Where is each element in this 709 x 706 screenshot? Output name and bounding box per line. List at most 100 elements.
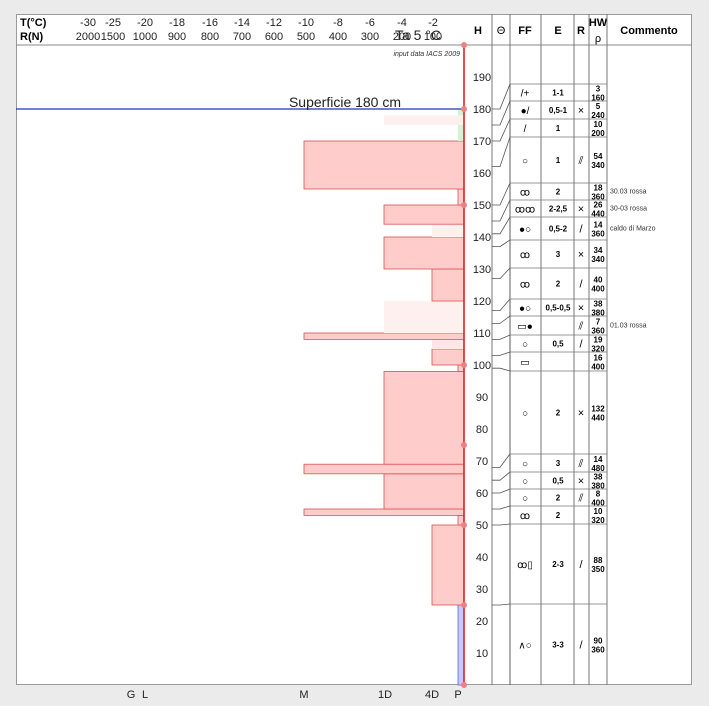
row-connector xyxy=(492,523,511,526)
hardness-bar xyxy=(431,348,465,366)
e-value: 2 xyxy=(556,494,561,503)
hw-value: 34 xyxy=(594,246,603,255)
col-r-header: R xyxy=(577,25,585,37)
row-connector xyxy=(492,603,511,606)
hw-value: 18 xyxy=(594,184,603,193)
row-connector xyxy=(492,453,511,468)
rho-value: 350 xyxy=(591,565,605,574)
row-connector xyxy=(492,298,511,312)
ff-symbol: ▭ xyxy=(520,358,529,369)
hardness-bar xyxy=(432,224,464,237)
row-connector xyxy=(492,182,511,206)
t-tick-label: -10 xyxy=(298,17,314,29)
ff-symbol: ○ xyxy=(522,494,528,505)
hw-value: 5 xyxy=(596,102,601,111)
t-tick-label: -8 xyxy=(333,17,343,29)
ff-symbol: ▭● xyxy=(517,322,533,333)
e-value: 2-3 xyxy=(552,560,564,569)
hardness-bar xyxy=(303,332,465,340)
row-connector xyxy=(492,100,511,126)
rho-value: 400 xyxy=(591,363,605,372)
temperature-point xyxy=(461,106,467,112)
temperature-point xyxy=(461,522,467,528)
hardness-bar xyxy=(383,370,465,465)
r-symbol: / xyxy=(579,640,583,652)
t-tick-label: -12 xyxy=(266,17,282,29)
r-tick-label: 300 xyxy=(361,31,379,43)
e-value: 2-2,5 xyxy=(549,205,568,214)
ff-symbol: ∧○ xyxy=(518,641,531,652)
height-tick-label: 190 xyxy=(473,72,491,84)
hardness-bar xyxy=(383,236,465,270)
r-symbol: × xyxy=(578,105,584,117)
height-tick-label: 80 xyxy=(476,424,488,436)
ff-symbol: ○ xyxy=(522,156,528,167)
hw-value: 3 xyxy=(596,85,601,94)
ff-symbol: ꝏ xyxy=(520,280,530,291)
e-value: 0,5 xyxy=(552,477,564,486)
hw-value: 38 xyxy=(594,300,603,309)
rho-value: 360 xyxy=(591,646,605,655)
temperature-profile xyxy=(461,42,467,688)
temperature-point xyxy=(461,362,467,368)
hardness-label: M xyxy=(299,689,308,701)
hardness-bar xyxy=(431,268,465,302)
ff-symbol: ꝏ xyxy=(520,188,530,199)
row-connector xyxy=(492,216,511,235)
hardness-bar xyxy=(383,204,465,225)
ff-symbol: ●○ xyxy=(519,304,531,315)
hw-value: 16 xyxy=(594,354,603,363)
e-value: 3 xyxy=(556,459,561,468)
col-commento-header: Commento xyxy=(620,25,678,37)
height-tick-label: 60 xyxy=(476,488,488,500)
col-e-header: E xyxy=(554,25,561,37)
r-symbol: × xyxy=(578,476,584,488)
e-value: 0,5-2 xyxy=(549,225,568,234)
layer-comment: 01.03 rossa xyxy=(610,323,647,330)
rho-value: 160 xyxy=(591,94,605,103)
hardness-label: P xyxy=(454,689,461,701)
temperature-point xyxy=(461,202,467,208)
e-value: 2 xyxy=(556,409,561,418)
r-symbol: ⫽ xyxy=(578,155,584,167)
row-connector xyxy=(492,315,511,324)
row-connector xyxy=(492,367,511,372)
row-connector xyxy=(492,267,511,280)
rho-value: 360 xyxy=(591,230,605,239)
hardness-bar xyxy=(431,524,465,606)
row-connector xyxy=(492,471,511,481)
e-value: 3-3 xyxy=(552,641,564,650)
height-tick-label: 30 xyxy=(476,584,488,596)
rho-value: 400 xyxy=(591,499,605,508)
r-symbol: / xyxy=(579,559,583,571)
surface-label: Superficie 180 cm xyxy=(289,94,401,110)
hw-value: 7 xyxy=(596,318,601,327)
r-tick-label: 700 xyxy=(233,31,251,43)
hardness-label: G xyxy=(127,689,136,701)
ff-symbol: ●/ xyxy=(521,106,530,117)
t-tick-label: -30 xyxy=(80,17,96,29)
r-tick-label: 400 xyxy=(329,31,347,43)
height-tick-label: 150 xyxy=(473,200,491,212)
hardness-bar xyxy=(458,109,464,116)
hw-value: 14 xyxy=(594,455,603,464)
source-note: input data IACS 2009 xyxy=(393,51,460,58)
e-value: 1 xyxy=(556,156,561,165)
e-value: 2 xyxy=(556,280,561,289)
hardness-bar xyxy=(303,508,465,516)
r-axis-label: R(N) xyxy=(20,31,44,43)
hardness-bar xyxy=(384,301,464,333)
hw-value: 90 xyxy=(594,637,603,646)
rho-value: 340 xyxy=(591,161,605,170)
height-tick-label: 130 xyxy=(473,264,491,276)
r-symbol: / xyxy=(579,279,583,291)
e-value: 1 xyxy=(556,124,561,133)
ff-symbol: /+ xyxy=(521,89,530,100)
height-tick-label: 100 xyxy=(473,360,491,372)
height-tick-labels: 10 20 30 40 50 60 70 80 90 100 110 120 130 140 150 160 1… xyxy=(473,72,491,660)
col-hw-header: HW xyxy=(589,17,608,29)
height-tick-label: 110 xyxy=(473,328,491,340)
r-symbol: × xyxy=(578,303,584,315)
